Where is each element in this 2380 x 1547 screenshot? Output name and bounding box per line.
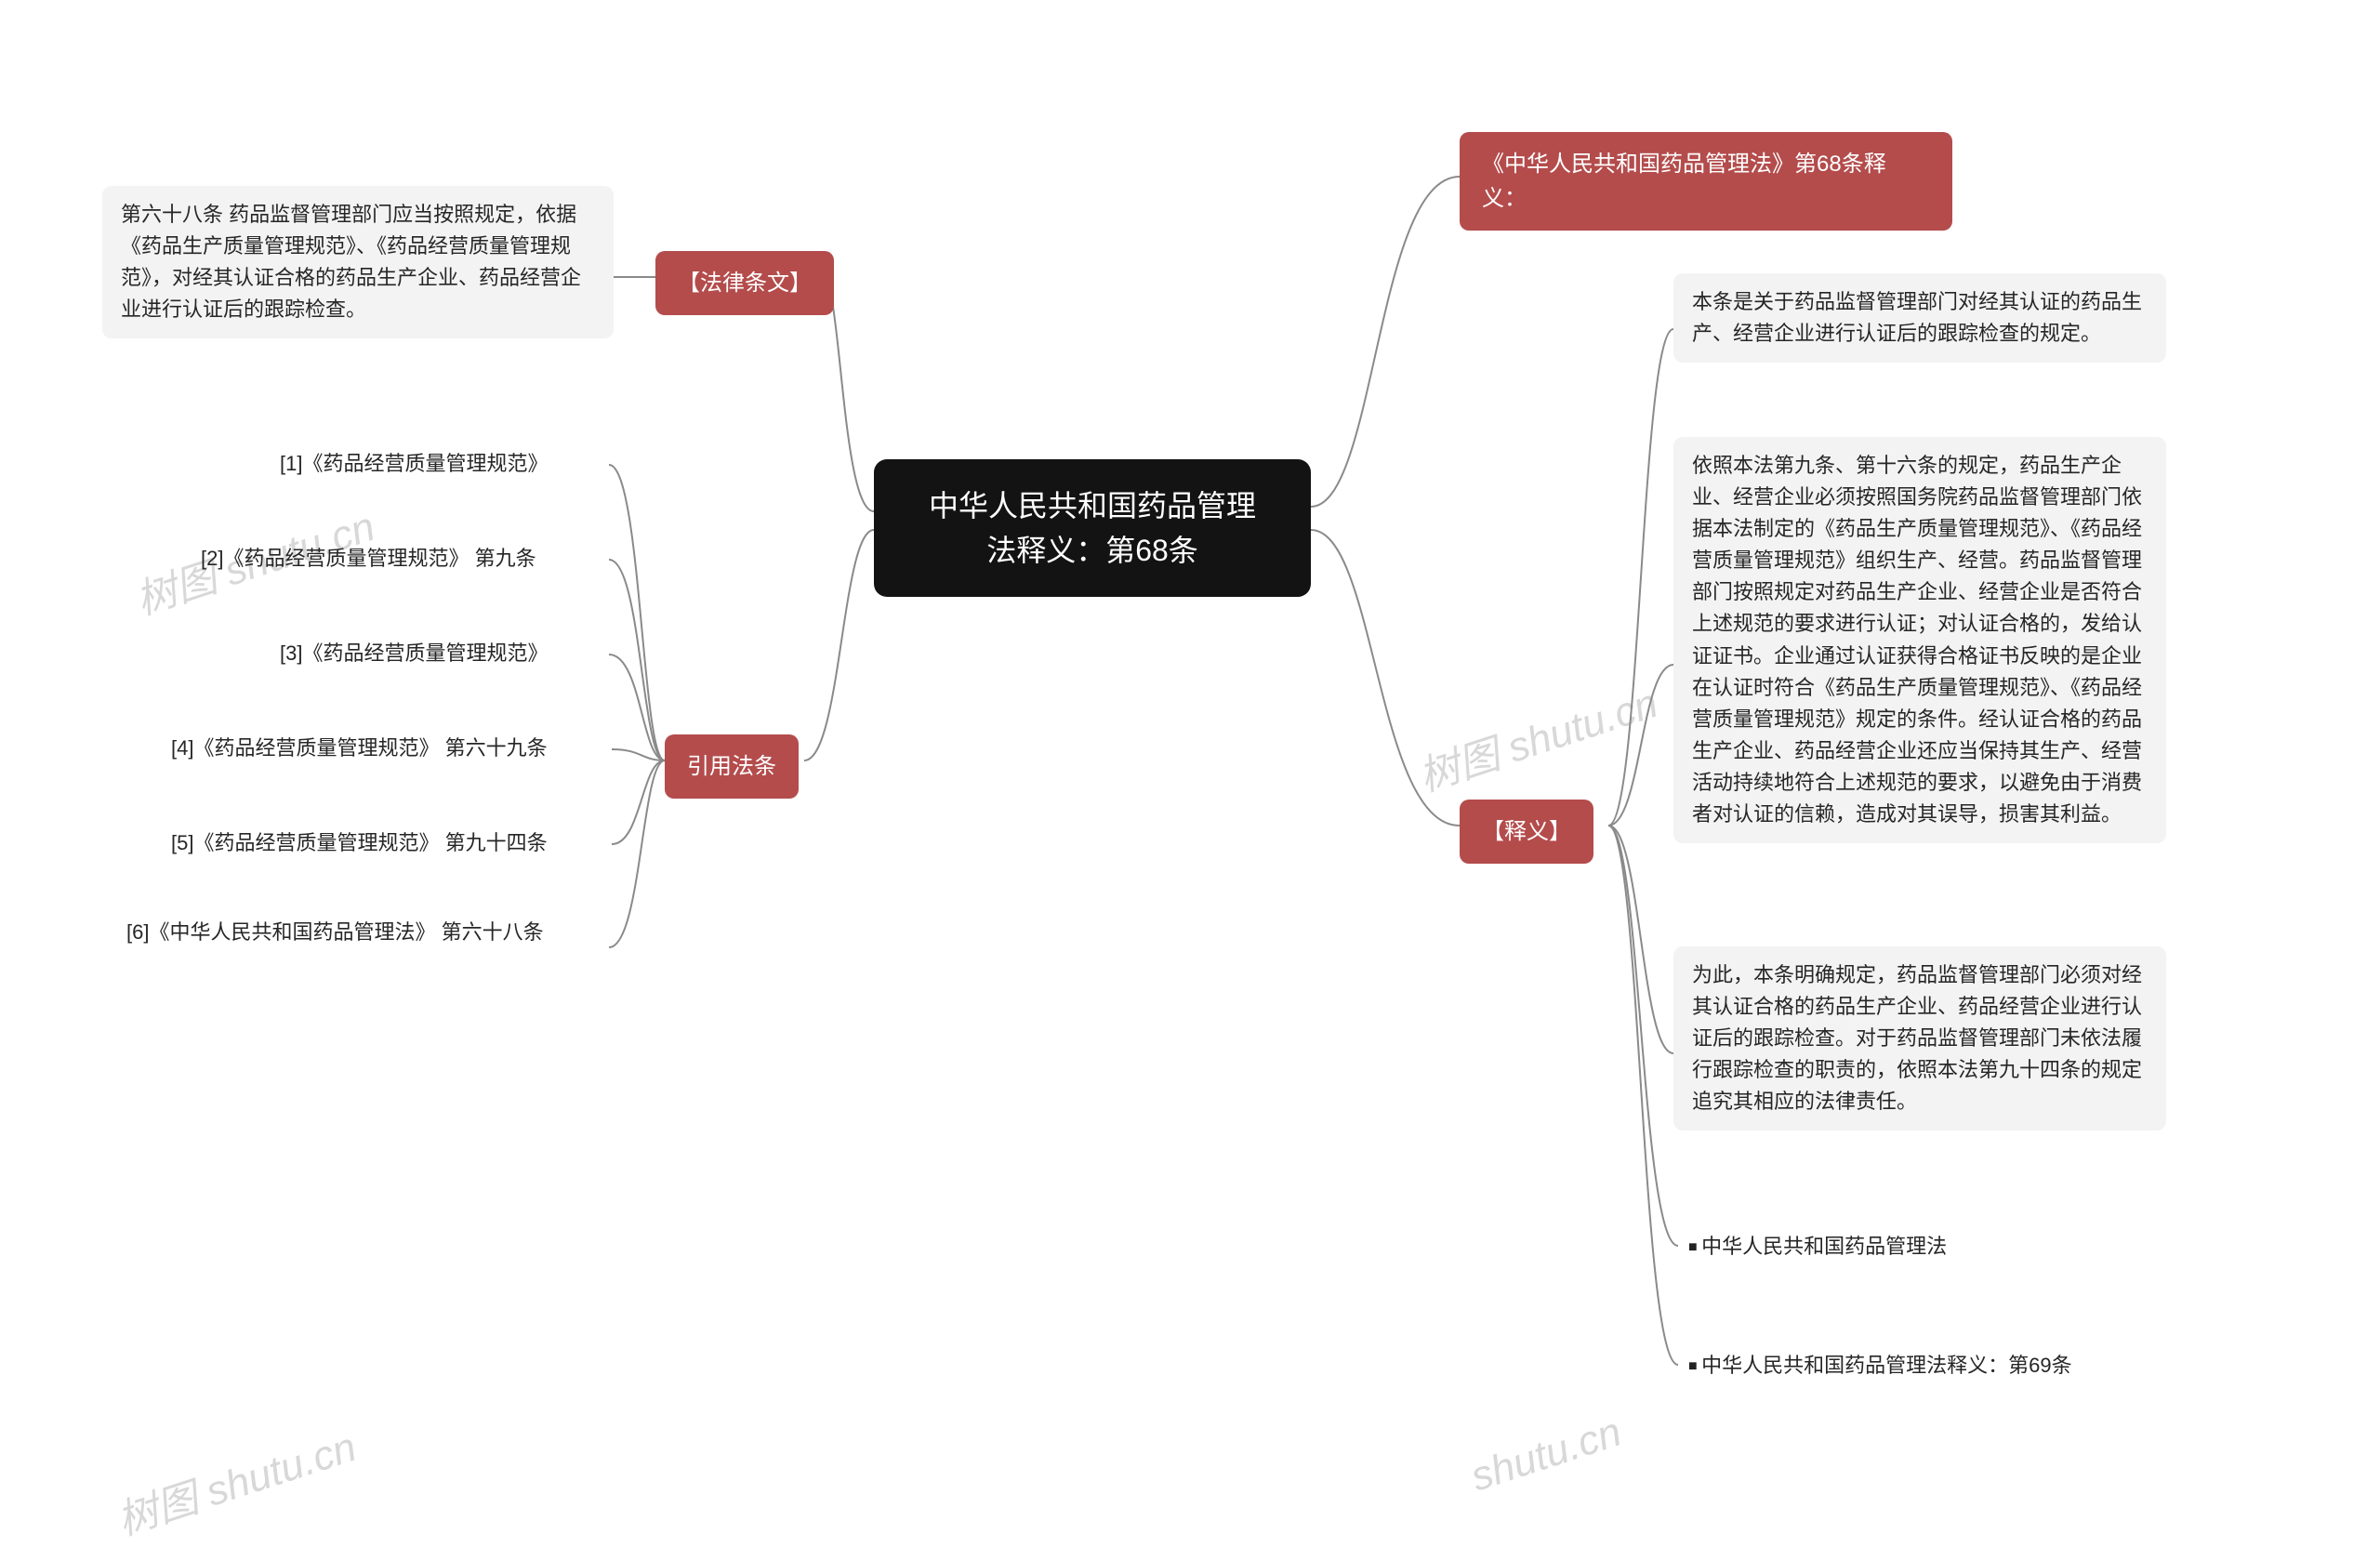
citation-item: [1]《药品经营质量管理规范》: [274, 444, 609, 483]
citation-item: [2]《药品经营质量管理规范》 第九条: [195, 539, 609, 578]
law-text-content: 第六十八条 药品监督管理部门应当按照规定，依据《药品生产质量管理规范》、《药品经…: [102, 186, 614, 338]
watermark: 树图 shutu.cn: [1410, 669, 1664, 802]
interp-link[interactable]: 中华人民共和国药品管理法: [1683, 1227, 2073, 1266]
header-interpretation[interactable]: 《中华人民共和国药品管理法》第68条释义：: [1460, 132, 1952, 231]
watermark: 树图 shutu.cn: [109, 1413, 363, 1546]
citation-item: [4]《药品经营质量管理规范》 第六十九条: [165, 729, 612, 768]
root-node[interactable]: 中华人民共和国药品管理法释义：第68条: [874, 459, 1311, 597]
category-citations[interactable]: 引用法条: [665, 734, 799, 799]
interp-paragraph: 本条是关于药品监督管理部门对经其认证的药品生产、经营企业进行认证后的跟踪检查的规…: [1673, 273, 2166, 363]
interp-paragraph: 依照本法第九条、第十六条的规定，药品生产企业、经营企业必须按照国务院药品监督管理…: [1673, 437, 2166, 843]
citation-item: [5]《药品经营质量管理规范》 第九十四条: [165, 824, 612, 863]
citation-item: [6]《中华人民共和国药品管理法》 第六十八条: [121, 913, 609, 952]
watermark: shutu.cn: [1465, 1409, 1627, 1501]
citation-item: [3]《药品经营质量管理规范》: [274, 634, 609, 673]
mindmap-canvas: 树图 shutu.cn 树图 shutu.cn shutu.cn 树图 shut…: [0, 0, 2380, 1498]
category-law-text[interactable]: 【法律条文】: [655, 251, 834, 315]
interp-paragraph: 为此，本条明确规定，药品监督管理部门必须对经其认证合格的药品生产企业、药品经营企…: [1673, 946, 2166, 1130]
interp-link[interactable]: 中华人民共和国药品管理法释义：第69条: [1683, 1346, 2166, 1385]
category-interpretation[interactable]: 【释义】: [1460, 800, 1593, 864]
